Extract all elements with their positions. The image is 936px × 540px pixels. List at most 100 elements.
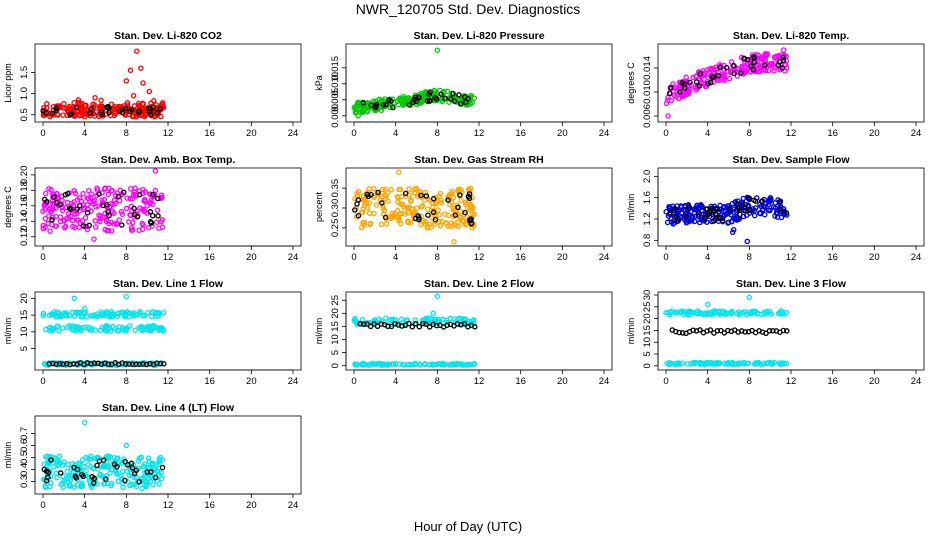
data-point: [115, 478, 121, 485]
data-point: [721, 205, 727, 211]
data-point: [45, 220, 51, 227]
data-point-dark: [738, 70, 744, 76]
data-point: [455, 219, 461, 225]
data-point-dark: [122, 458, 128, 465]
data-point: [83, 468, 89, 474]
data-point: [704, 311, 710, 317]
data-point: [73, 309, 80, 316]
panel-1: Stan. Dev. Li-820 CO2 Licor ppm 0 4 8 12 16 20 2…: [3, 30, 302, 139]
data-point: [134, 208, 140, 215]
data-point: [458, 197, 464, 204]
data-points: [40, 48, 167, 120]
data-point: [751, 212, 758, 219]
data-point: [690, 360, 696, 366]
data-point: [409, 205, 415, 212]
data-point: [139, 327, 146, 334]
data-point: [697, 202, 704, 209]
data-point: [783, 360, 790, 367]
data-point: [387, 104, 394, 111]
data-point-dark: [416, 323, 423, 330]
data-point-dark: [717, 64, 723, 71]
data-point: [156, 461, 162, 468]
data-point-dark: [41, 196, 48, 203]
data-point: [137, 205, 143, 211]
data-point-dark: [73, 104, 80, 111]
y-tick-label: 0.3: [19, 475, 30, 488]
data-point: [126, 219, 132, 225]
data-point: [120, 326, 126, 333]
data-point: [375, 361, 381, 367]
data-point-dark: [126, 361, 132, 367]
data-point-dark: [71, 464, 77, 471]
data-point-dark: [423, 321, 429, 328]
data-point: [63, 223, 69, 230]
data-point: [685, 310, 691, 317]
data-point-dark: [707, 210, 713, 216]
data-point: [701, 218, 707, 224]
data-point: [81, 205, 87, 211]
x-tick-label: 8: [435, 376, 440, 387]
data-point-dark: [129, 361, 136, 368]
data-point: [142, 198, 149, 205]
data-point: [722, 309, 729, 315]
data-point: [758, 203, 764, 210]
data-point-dark: [157, 360, 164, 367]
y-tick-label: 0: [330, 363, 341, 368]
data-point: [90, 465, 96, 472]
data-point: [156, 481, 162, 487]
data-point: [133, 311, 140, 318]
data-point: [40, 225, 47, 232]
data-point: [64, 199, 71, 206]
data-point-dark: [750, 66, 757, 73]
data-point: [378, 221, 385, 228]
data-point: [670, 84, 677, 91]
y-tick-label: 0.25: [330, 219, 341, 238]
data-point: [693, 360, 699, 366]
data-point: [47, 228, 53, 234]
data-point: [102, 186, 108, 192]
data-point: [141, 464, 147, 470]
data-point-dark: [133, 361, 139, 368]
outlier-point: [746, 294, 753, 301]
data-point: [145, 224, 152, 231]
x-axis: 0 4 8 12 16 20 24: [663, 369, 921, 387]
x-tick-label: 8: [747, 376, 752, 387]
data-point: [110, 323, 116, 330]
data-point: [719, 308, 726, 315]
x-tick-label: 8: [747, 252, 752, 263]
data-point: [65, 461, 71, 468]
data-point-dark: [430, 195, 437, 202]
data-point-dark: [154, 110, 160, 116]
data-point: [144, 309, 151, 316]
x-tick-label: 4: [393, 252, 398, 263]
data-point-dark: [98, 109, 105, 116]
data-point-dark: [744, 56, 751, 63]
x-tick-label: 8: [124, 376, 129, 387]
x-tick-label: 12: [786, 128, 797, 139]
data-point: [419, 90, 425, 97]
data-point: [396, 217, 402, 224]
data-point: [54, 191, 60, 197]
data-point-dark: [152, 474, 159, 481]
data-point: [50, 326, 57, 333]
x-tick-label: 12: [786, 376, 797, 387]
data-point: [708, 65, 714, 72]
outlier-point: [139, 485, 145, 492]
panel-3: Stan. Dev. Li-820 Temp. degrees C 0 4 8 12 16 2…: [626, 30, 925, 139]
data-point: [400, 204, 407, 210]
data-point-dark: [149, 212, 156, 219]
data-point: [428, 224, 434, 230]
data-point: [113, 220, 120, 227]
y-axis-label: kPa: [314, 75, 324, 91]
data-point: [771, 67, 777, 74]
data-point: [782, 68, 788, 74]
x-tick-label: 0: [351, 252, 356, 263]
data-point-dark: [105, 209, 111, 215]
data-point-dark: [388, 323, 395, 330]
data-point-dark: [709, 74, 715, 80]
data-point: [383, 221, 390, 227]
data-point: [140, 222, 146, 228]
data-point: [732, 361, 739, 367]
data-point-dark: [119, 222, 125, 228]
outlier-point: [355, 113, 361, 119]
